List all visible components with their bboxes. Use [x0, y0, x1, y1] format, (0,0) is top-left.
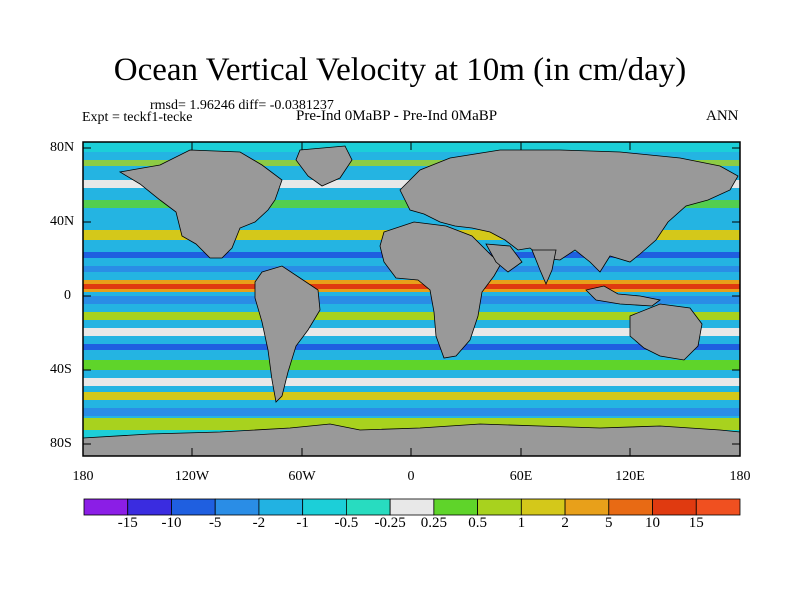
- colorbar-label: -1: [296, 515, 309, 531]
- colorbar-swatch: [564, 498, 610, 516]
- lat-label-80s: 80S: [50, 436, 72, 451]
- stats-text: rmsd= 1.96246 diff= -0.0381237: [150, 98, 334, 113]
- colorbar-label: 0.5: [468, 515, 487, 531]
- colorbar-label: 2: [561, 515, 569, 531]
- colorbar-swatch: [433, 498, 479, 516]
- experiment-label: Expt = teckf1-tecke: [82, 110, 193, 125]
- period-label: Pre-Ind 0MaBP - Pre-Ind 0MaBP: [296, 108, 498, 124]
- colorbar-label: -0.25: [374, 515, 406, 531]
- lon-label-180w: 180: [72, 469, 94, 484]
- lat-label-40s: 40S: [50, 362, 72, 377]
- lon-label-60w: 60W: [288, 469, 316, 484]
- land: [83, 145, 740, 456]
- colorbar-label: 15: [688, 515, 704, 531]
- lon-label-120e: 120E: [615, 469, 645, 484]
- colorbar-swatch: [608, 498, 653, 516]
- colorbar-label: 0.25: [420, 515, 447, 531]
- colorbar-swatch: [389, 498, 435, 516]
- colorbar-swatch: [695, 498, 741, 516]
- colorbar-label: -2: [252, 515, 266, 531]
- colorbar: [83, 498, 741, 516]
- colorbar-label: 1: [517, 515, 526, 531]
- colorbar-label: -5: [208, 515, 222, 531]
- lat-label-0: 0: [64, 288, 71, 303]
- lon-label-120w: 120W: [174, 469, 210, 484]
- colorbar-label: -15: [117, 515, 138, 531]
- colorbar-swatch: [477, 498, 522, 516]
- lat-label-80n: 80N: [50, 140, 75, 155]
- colorbar-swatch: [127, 498, 172, 516]
- colorbar-swatch: [171, 498, 216, 516]
- colorbar-label: 10: [645, 515, 661, 531]
- colorbar-swatch: [652, 498, 697, 516]
- colorbar-swatch: [214, 498, 260, 516]
- lon-label-180e: 180: [729, 469, 751, 484]
- lat-label-40n: 40N: [50, 214, 75, 229]
- lon-label-60e: 60E: [509, 469, 533, 484]
- season-label: ANN: [706, 108, 739, 124]
- colorbar-swatch: [302, 498, 347, 516]
- colorbar-label: -10: [161, 515, 182, 531]
- plot-title: Ocean Vertical Velocity at 10m (in cm/da…: [113, 52, 687, 88]
- colorbar-label: 5: [605, 515, 613, 531]
- axis-ticks: [83, 142, 740, 456]
- colorbar-swatch: [258, 498, 304, 516]
- ocean-field: [83, 142, 740, 456]
- colorbar-label: -0.5: [334, 515, 359, 531]
- colorbar-swatch: [520, 498, 566, 516]
- colorbar-swatch: [83, 498, 129, 516]
- colorbar-swatch: [345, 498, 391, 516]
- lon-label-0: 0: [407, 469, 415, 484]
